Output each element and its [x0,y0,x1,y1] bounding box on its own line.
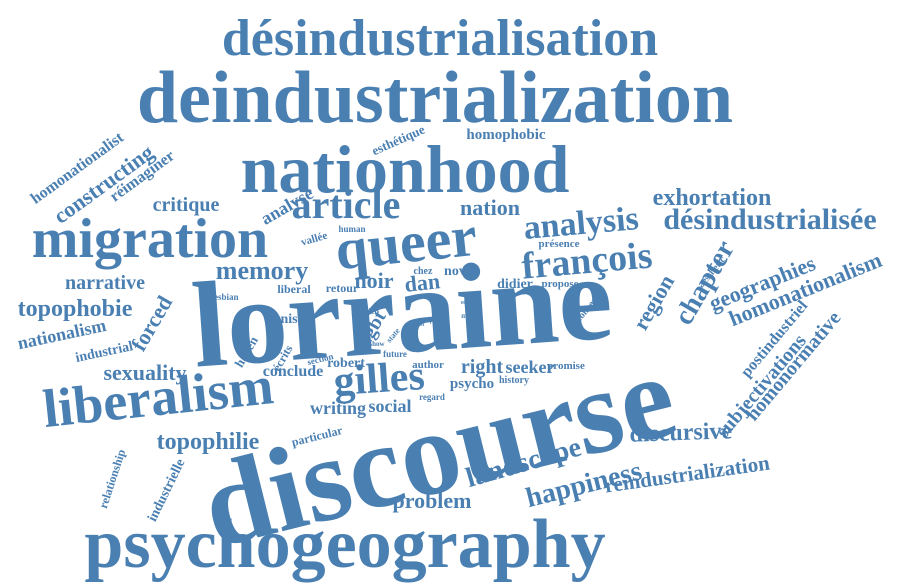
word-problem: problem [392,488,471,513]
word-psychogeography: psychogeography [84,506,605,583]
word-more: more [461,312,476,320]
word-denis: denis [266,312,298,327]
word-presence: présence [539,238,580,250]
word-part: part [430,316,444,324]
word-narrative: narrative [65,272,145,294]
word-homophobic: homophobic [466,127,546,143]
word-writing: writing [310,398,366,418]
word-human: human [338,224,365,234]
word-lorraine: lorraine [188,230,616,394]
word-queer: queer [332,203,480,282]
word-lesbian: lesbian [211,292,238,302]
word-vallee: vallée [300,230,329,249]
word-seeker: seeker [506,357,555,377]
word-topophilie: topophilie [157,429,260,455]
word-social: social [369,396,412,416]
word-chez: chez [414,266,433,277]
word-past: past [414,322,425,328]
word-nation: nation [460,195,520,220]
word-desindustrialisation: désindustrialisation [222,10,658,67]
word-topophobie: topophobie [18,296,133,322]
word-rien: rien [365,307,379,316]
word-promise: promise [547,360,585,372]
word-author: author [412,359,444,371]
word-psycho: psycho [450,376,494,392]
word-propose: propose [541,278,578,290]
word-noir: noir [354,268,393,293]
word-exhortation: exhortation [653,185,772,211]
word-history: history [499,375,529,386]
word-desindustrialisee: désindustrialisée [663,203,876,236]
word-relationship: relationship [96,447,128,510]
word-article: article [292,182,401,227]
word-retour: retour [326,281,359,295]
word-dan: dan [403,268,441,297]
word-didier: didier [497,277,533,292]
word-regard: regard [419,392,445,402]
word-show: show [369,340,385,348]
word-memory: memory [216,256,308,285]
word-discursive: discursive [629,418,733,448]
word-conclude: conclude [263,363,323,380]
word-offer: offer [461,300,474,306]
word-sexuality: sexuality [103,360,186,385]
word-region: region [628,270,679,334]
word-nationhood: nationhood [241,131,570,207]
word-gilles: gilles [332,353,426,405]
word-critique: critique [153,194,220,216]
word-robert: robert [327,356,365,371]
word-future: future [383,349,407,359]
word-migration: migration [32,208,268,270]
word-deindustrialization: deindustrialization [137,57,733,139]
word-forced: forced [126,291,177,355]
word-right: right [461,356,504,378]
word-novel: novel [444,264,476,279]
word-liberal: liberal [277,282,311,296]
